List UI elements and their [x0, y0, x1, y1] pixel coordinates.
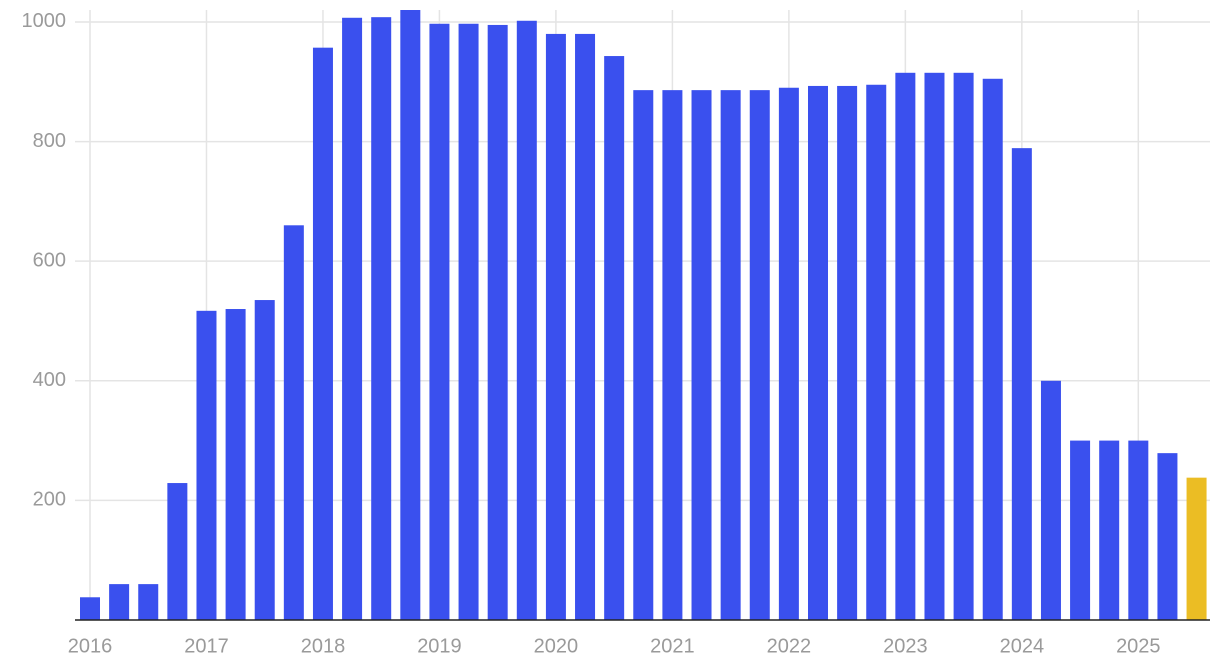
y-tick-label: 1000: [22, 10, 67, 32]
bar: [167, 483, 188, 620]
bar: [225, 309, 246, 620]
bar: [1099, 440, 1120, 620]
bar: [633, 90, 654, 620]
x-tick-label: 2018: [301, 635, 346, 657]
bar: [371, 17, 392, 621]
x-tick-label: 2023: [883, 635, 928, 657]
bar: [866, 84, 887, 621]
bar: [778, 87, 799, 620]
bar: [516, 20, 537, 620]
bar: [720, 90, 741, 620]
bar: [1128, 440, 1149, 620]
x-tick-label: 2016: [68, 635, 113, 657]
bar: [895, 72, 916, 620]
bar: [429, 23, 450, 621]
bar: [312, 47, 333, 621]
x-tick-label: 2020: [534, 635, 579, 657]
bar: [254, 300, 275, 620]
bar: [1186, 477, 1207, 620]
bar: [545, 33, 566, 620]
y-tick-label: 400: [33, 369, 66, 391]
bar: [1011, 148, 1032, 620]
y-tick-label: 200: [33, 489, 66, 511]
x-tick-label: 2024: [1000, 635, 1045, 657]
y-tick-label: 600: [33, 249, 66, 271]
bar: [458, 23, 479, 621]
bar: [604, 56, 625, 621]
x-tick-label: 2021: [650, 635, 695, 657]
bar: [1157, 453, 1178, 620]
bar: [283, 225, 304, 620]
y-tick-label: 800: [33, 130, 66, 152]
bar: [982, 78, 1003, 620]
bar: [808, 85, 828, 620]
bar: [749, 90, 770, 620]
x-tick-label: 2019: [417, 635, 462, 657]
bar: [80, 597, 100, 620]
bar: [487, 24, 508, 620]
bar: [109, 584, 130, 620]
bar: [138, 584, 159, 620]
bar: [575, 33, 596, 620]
bar: [662, 90, 683, 620]
bar: [837, 85, 858, 620]
bar: [691, 90, 712, 620]
bar: [196, 310, 217, 620]
bar: [342, 17, 363, 620]
bar: [924, 72, 945, 620]
bar: [1070, 440, 1091, 620]
x-tick-label: 2022: [767, 635, 812, 657]
bar: [400, 10, 421, 620]
x-tick-label: 2017: [184, 635, 229, 657]
bar: [953, 72, 974, 620]
bar: [1040, 380, 1061, 620]
x-tick-label: 2025: [1116, 635, 1161, 657]
